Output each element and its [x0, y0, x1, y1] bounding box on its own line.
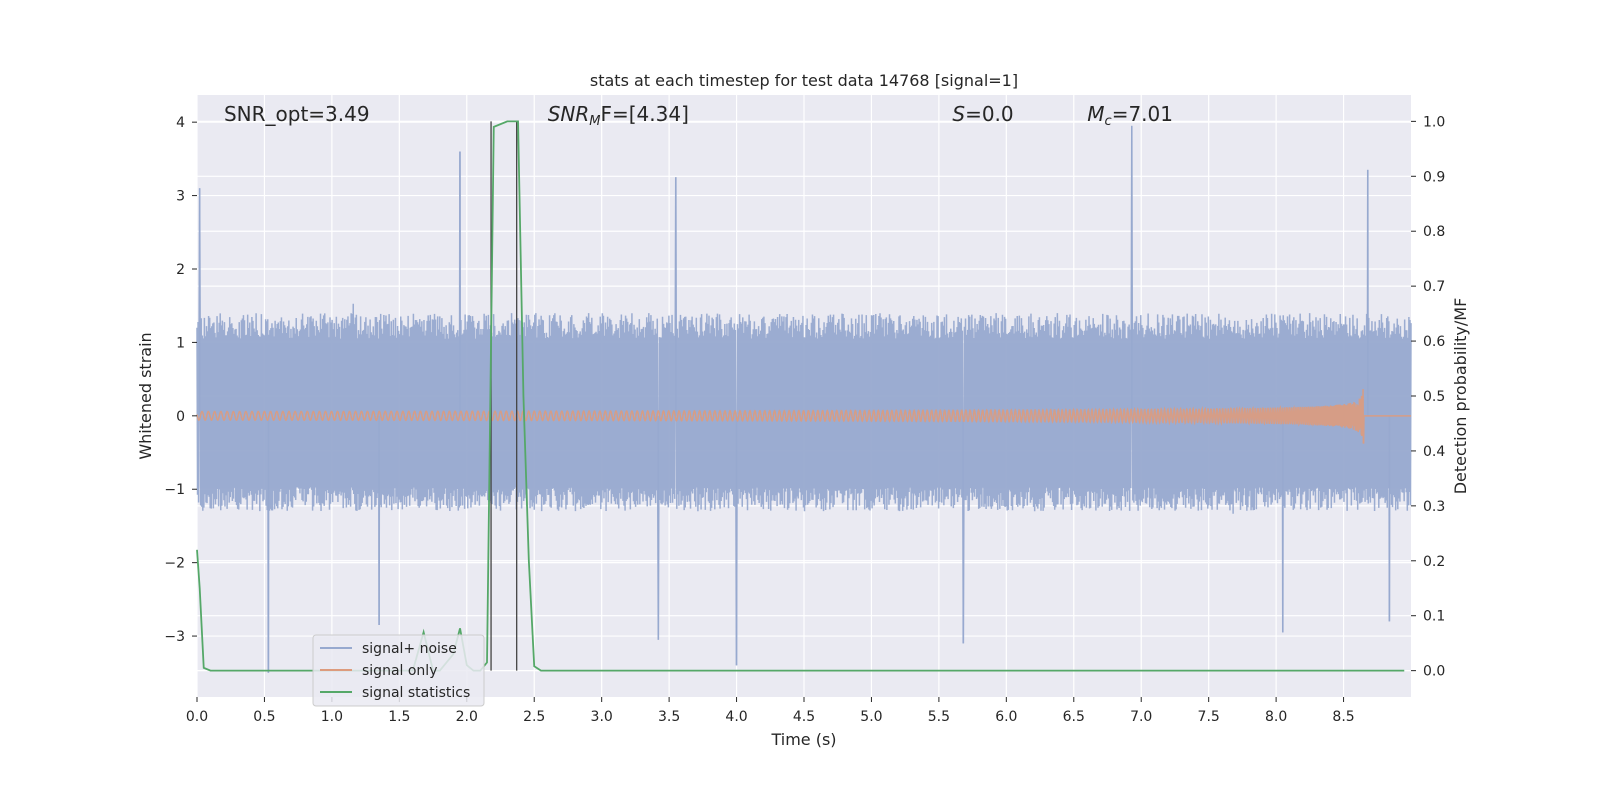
series-signal-only	[196, 389, 1411, 444]
x-tick-label: 2.5	[523, 709, 545, 725]
series-signal-plus-noise	[196, 125, 1412, 673]
x-axis-label: Time (s)	[770, 730, 836, 749]
x-tick-label: 1.0	[321, 709, 343, 725]
y-right-tick-label: 0.1	[1423, 609, 1445, 625]
y-right-tick-label: 0.3	[1423, 499, 1445, 515]
annotation-2: S=0.0	[952, 102, 1013, 126]
y-right-axis-ticks: 0.0 0.1 0.2 0.3 0.4 0.5 0.6 0.7 0.8 0.9 1.0	[1411, 114, 1445, 680]
x-tick-label: 0.0	[186, 709, 208, 725]
y-tick-label: 1	[176, 335, 185, 351]
annotation-value: =7.01	[1112, 102, 1173, 126]
annotation-subscript: M	[589, 114, 600, 129]
annotation-prefix: SNR	[548, 102, 590, 126]
x-tick-label: 6.0	[995, 709, 1017, 725]
line-signal-only	[196, 389, 1411, 444]
x-tick-label: 4.5	[793, 709, 815, 725]
x-tick-label: 8.5	[1332, 709, 1354, 725]
x-tick-label: 7.0	[1130, 709, 1152, 725]
y-axis-ticks: −3 −2 −1 0 1 2 3 4	[164, 115, 197, 645]
x-tick-label: 2.0	[456, 709, 478, 725]
annotation-prefix: SNR_opt	[224, 102, 308, 126]
y-right-tick-label: 0.2	[1423, 554, 1445, 570]
x-axis-ticks: 0.0 0.5 1.0 1.5 2.0 2.5 3.0 3.5 4.0 4.5 5.0 5.5 6.0 6…	[186, 697, 1355, 725]
y-right-tick-label: 0.7	[1423, 279, 1445, 295]
y-right-tick-label: 0.5	[1423, 389, 1445, 405]
line-signal-plus-noise	[196, 125, 1412, 673]
legend: signal+ noise signal only signal statist…	[312, 634, 485, 707]
annotation-value: =3.49	[308, 102, 369, 126]
annotations: SNR_opt=3.49 SNRMF=[4.34] S=0.0 Mc=7.01	[224, 102, 1173, 129]
x-tick-label: 3.0	[591, 709, 613, 725]
x-tick-label: 6.5	[1063, 709, 1085, 725]
y-right-tick-label: 0.4	[1423, 444, 1445, 460]
y-tick-label: 3	[176, 189, 185, 205]
annotation-1: SNRMF=[4.34]	[548, 102, 689, 129]
x-tick-label: 1.5	[388, 709, 410, 725]
y-right-tick-label: 0.6	[1423, 334, 1445, 350]
y-right-tick-label: 0.9	[1423, 169, 1445, 185]
legend-label-signal-plus-noise: signal+ noise	[362, 641, 457, 657]
legend-label-signal-only: signal only	[362, 663, 437, 679]
x-tick-label: 5.5	[928, 709, 950, 725]
annotation-prefix: M	[1087, 102, 1104, 126]
y-tick-label: −3	[164, 629, 185, 645]
x-tick-label: 4.0	[725, 709, 747, 725]
annotation-value: =0.0	[965, 102, 1014, 126]
annotation-3: Mc=7.01	[1087, 102, 1173, 129]
legend-label-signal-statistics: signal statistics	[362, 685, 470, 701]
x-tick-label: 5.0	[860, 709, 882, 725]
annotation-0: SNR_opt=3.49	[224, 102, 370, 126]
y-right-tick-label: 0.0	[1423, 664, 1445, 680]
y-axis-label: Whitened strain	[136, 332, 155, 459]
y-right-tick-label: 0.8	[1423, 224, 1445, 240]
annotation-prefix: S	[952, 102, 965, 126]
legend-box	[312, 634, 485, 707]
y-right-axis-label: Detection probability/MF	[1451, 298, 1470, 495]
x-tick-label: 0.5	[253, 709, 275, 725]
annotation-value: F=[4.34]	[600, 102, 688, 126]
x-tick-label: 7.5	[1198, 709, 1220, 725]
y-tick-label: −2	[164, 556, 185, 572]
y-tick-label: −1	[164, 482, 185, 498]
x-tick-label: 8.0	[1265, 709, 1287, 725]
y-tick-label: 0	[176, 409, 185, 425]
x-tick-label: 3.5	[658, 709, 680, 725]
y-right-tick-label: 1.0	[1423, 114, 1445, 130]
y-tick-label: 4	[176, 115, 185, 131]
annotation-subscript: c	[1105, 114, 1112, 129]
chart-title: stats at each timestep for test data 147…	[590, 71, 1018, 90]
y-tick-label: 2	[176, 262, 185, 278]
